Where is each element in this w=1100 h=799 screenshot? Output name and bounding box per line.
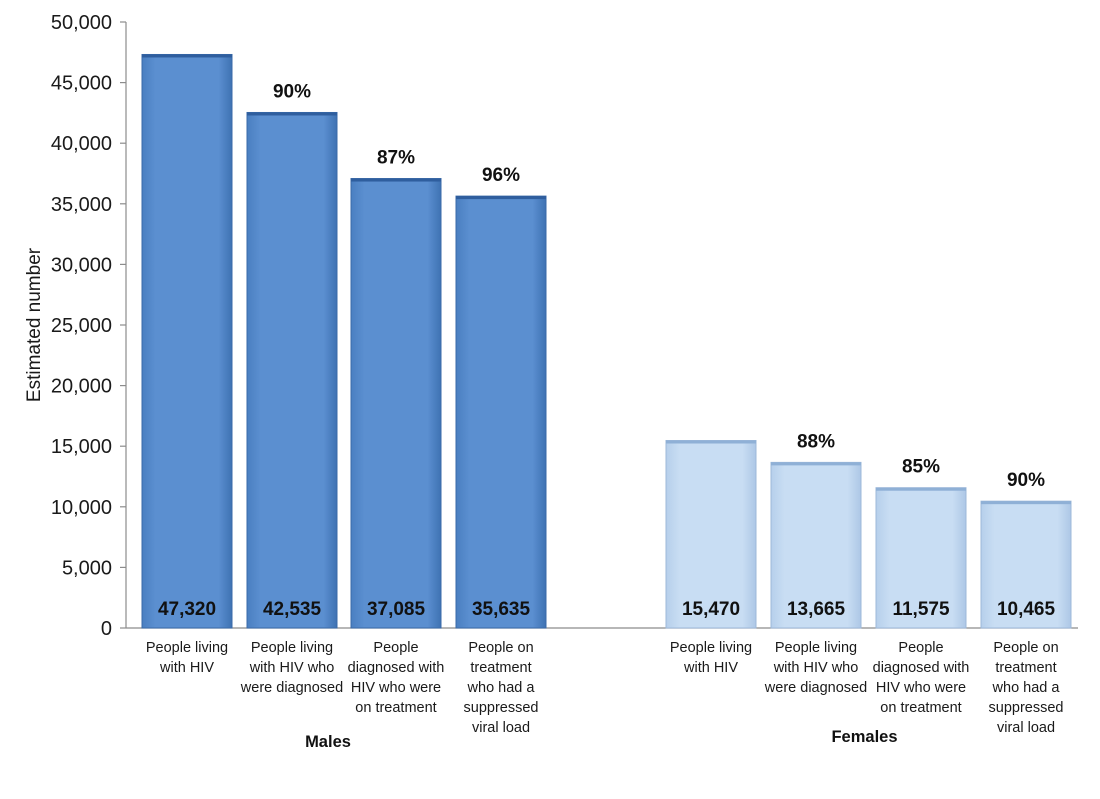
y-tick-label: 40,000 (51, 133, 112, 155)
bar-value-label: 42,535 (263, 599, 322, 620)
bar-value-label: 35,635 (472, 599, 531, 620)
bar-value-label: 10,465 (997, 599, 1056, 620)
bar-males (455, 195, 547, 629)
x-category-label: suppressed (464, 700, 539, 716)
bar-percent-label: 90% (273, 81, 311, 102)
bar-percent-label: 90% (1007, 470, 1045, 491)
y-tick-label: 10,000 (51, 497, 112, 519)
bar-percent-label: 87% (377, 148, 415, 169)
y-tick-label: 25,000 (51, 315, 112, 337)
bar-top-edge (142, 54, 232, 58)
bar-top-edge (666, 440, 756, 444)
x-category-label: People on (993, 640, 1058, 656)
y-tick-label: 15,000 (51, 436, 112, 458)
x-category-label: with HIV who (773, 660, 859, 676)
bar-top-edge (247, 112, 337, 116)
x-category-label: People on (468, 640, 533, 656)
bar-top-edge (876, 487, 966, 491)
x-category-label: with HIV (159, 660, 214, 676)
x-category-label: HIV who were (876, 680, 966, 696)
bar-value-label: 47,320 (158, 599, 216, 620)
labels-layer: 47,320 People living with HIV 42,535 90% Peop… (146, 81, 1064, 751)
x-category-label: People (898, 640, 943, 656)
x-category-label: People living (251, 640, 333, 656)
bar-value-label: 11,575 (892, 599, 949, 620)
x-category-label: diagnosed with (873, 660, 970, 676)
y-axis-title: Estimated number (24, 247, 45, 402)
x-category-label: with HIV (683, 660, 738, 676)
bar-top-edge (981, 501, 1071, 505)
y-tick-label: 30,000 (51, 254, 112, 276)
x-category-label: viral load (472, 720, 530, 736)
bar-percent-label: 85% (902, 457, 940, 478)
bar-top-edge (351, 178, 441, 182)
group-label-females: Females (831, 728, 897, 746)
bar-percent-label: 88% (797, 431, 835, 452)
x-category-label: on treatment (355, 700, 436, 716)
x-category-label: People living (146, 640, 228, 656)
x-category-label: treatment (995, 660, 1056, 676)
bar-females (875, 487, 967, 629)
x-category-label: suppressed (989, 700, 1064, 716)
y-tick-label: 50,000 (51, 12, 112, 34)
x-category-label: People (373, 640, 418, 656)
y-tick-label: 5,000 (62, 557, 112, 579)
bar-value-label: 15,470 (682, 599, 740, 620)
x-category-label: People living (670, 640, 752, 656)
y-tick-label: 45,000 (51, 73, 112, 95)
x-category-label: were diagnosed (240, 680, 343, 696)
x-category-label: who had a (467, 680, 536, 696)
axes-layer: 0 5,000 10,000 15,000 20,000 25,000 30,000 35,0… (24, 12, 1078, 640)
bar-males (246, 111, 338, 629)
bar-value-label: 13,665 (787, 599, 846, 620)
bar-females (665, 440, 757, 629)
x-category-label: HIV who were (351, 680, 441, 696)
bar-males (141, 53, 233, 629)
bar-value-label: 37,085 (367, 599, 426, 620)
bar-females (980, 500, 1072, 629)
bar-top-edge (456, 196, 546, 200)
x-category-label: with HIV who (249, 660, 335, 676)
group-label-males: Males (305, 733, 351, 751)
bar-males (350, 178, 442, 629)
bars-layer (141, 53, 1072, 629)
x-category-label: People living (775, 640, 857, 656)
x-category-label: on treatment (880, 700, 961, 716)
x-category-label: viral load (997, 720, 1055, 736)
bar-top-edge (771, 462, 861, 466)
x-category-label: were diagnosed (764, 680, 867, 696)
y-tick-label: 20,000 (51, 376, 112, 398)
y-tick-label: 35,000 (51, 194, 112, 216)
y-tick-label: 0 (101, 618, 112, 640)
bar-females (770, 461, 862, 629)
x-category-label: diagnosed with (348, 660, 445, 676)
x-category-label: treatment (470, 660, 531, 676)
bar-percent-label: 96% (482, 165, 520, 186)
x-category-label: who had a (992, 680, 1061, 696)
